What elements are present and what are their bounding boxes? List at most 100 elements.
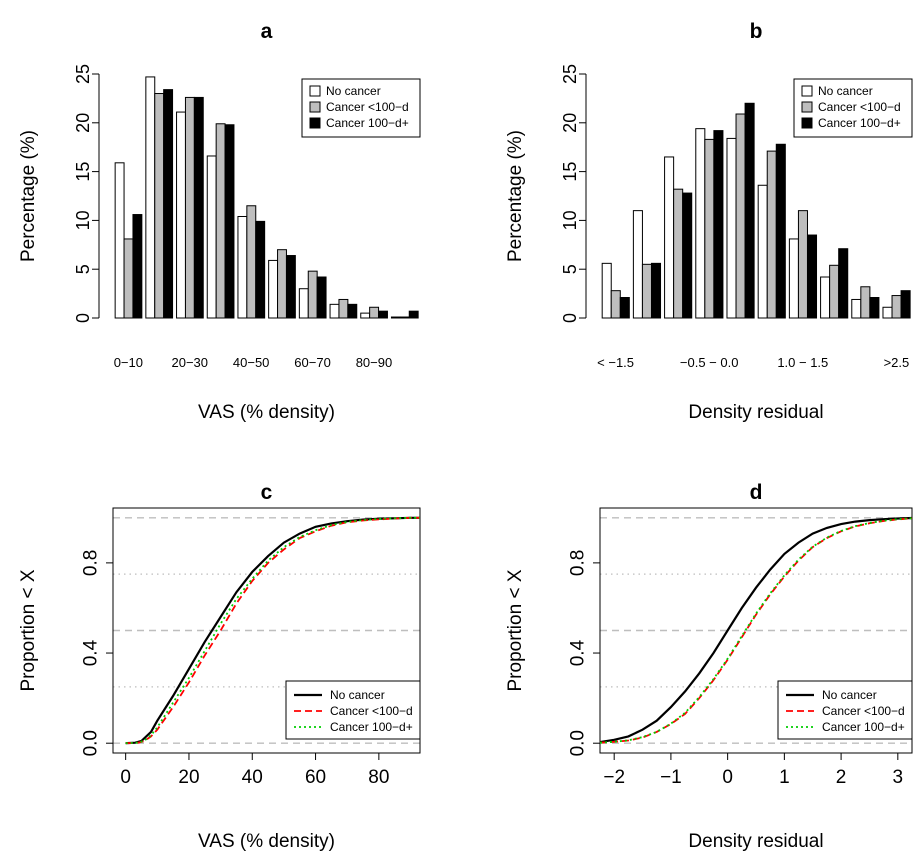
bar xyxy=(704,138,715,319)
bar xyxy=(744,102,755,319)
legend-swatch xyxy=(801,85,813,97)
x-tick-label: 60−70 xyxy=(294,355,331,370)
bar xyxy=(900,290,911,319)
y-tick-label: 20 xyxy=(560,113,580,133)
bar xyxy=(664,156,675,319)
x-tick-label: 40−50 xyxy=(233,355,270,370)
x-tick-label: 20 xyxy=(178,767,199,788)
legend-swatch xyxy=(801,101,813,113)
bar xyxy=(193,96,204,319)
x-tick-label: 80−90 xyxy=(356,355,393,370)
bar xyxy=(277,249,287,319)
series-line xyxy=(599,517,913,744)
bar xyxy=(869,297,880,319)
x-tick-label: −0.5 − 0.0 xyxy=(680,355,739,370)
panel-title: d xyxy=(750,481,763,504)
bar xyxy=(255,220,266,319)
y-axis-label: Percentage (%) xyxy=(505,130,526,262)
x-tick-label: 0−10 xyxy=(114,355,143,370)
bar xyxy=(347,303,358,319)
bar xyxy=(408,310,419,319)
bar xyxy=(268,259,279,319)
bar xyxy=(298,288,309,319)
bar xyxy=(163,89,174,319)
bar xyxy=(806,234,818,319)
bar xyxy=(766,150,777,319)
bar xyxy=(610,290,621,319)
bar xyxy=(237,215,248,319)
bar xyxy=(316,276,327,319)
legend-label: No cancer xyxy=(818,84,873,98)
bar xyxy=(891,295,902,319)
panel-a: a VAS (% density) Percentage (%) 0 5 10 15 20 25… xyxy=(18,20,421,423)
y-tick-label: 20 xyxy=(73,113,93,133)
y-tick-label: 0.4 xyxy=(568,639,589,666)
panel-d: d Density residual Proportion < X −2 −1 0 1 2 3 0… xyxy=(505,481,913,852)
bar xyxy=(145,76,156,319)
legend-label: Cancer 100−d+ xyxy=(818,116,901,130)
x-tick-label: 2 xyxy=(836,767,847,788)
bar xyxy=(224,124,235,319)
legend-label: No cancer xyxy=(822,688,877,702)
bar xyxy=(829,264,840,319)
bar xyxy=(215,123,226,319)
legend-label: Cancer <100−d xyxy=(818,100,901,114)
x-axis-label: Density residual xyxy=(688,402,823,423)
y-tick-label: 0 xyxy=(73,313,93,323)
legend-label: Cancer 100−d+ xyxy=(330,720,413,734)
x-tick-label: 1 xyxy=(779,767,790,788)
legend-swatch xyxy=(309,85,321,97)
bar xyxy=(735,113,746,319)
x-axis-label: VAS (% density) xyxy=(198,831,335,852)
y-tick-label: 0.0 xyxy=(81,730,102,756)
bar xyxy=(154,93,165,319)
legend-box xyxy=(793,78,913,138)
bar xyxy=(399,316,410,319)
legend-swatch xyxy=(309,101,321,113)
legend-label: Cancer <100−d xyxy=(326,100,409,114)
y-axis-label: Percentage (%) xyxy=(18,130,39,262)
panel-title: a xyxy=(261,20,273,43)
plot-frame xyxy=(599,507,913,754)
legend-label: Cancer <100−d xyxy=(822,704,905,718)
legend-swatch xyxy=(309,117,321,129)
legend-box xyxy=(285,680,421,740)
x-tick-label: 0 xyxy=(722,767,733,788)
y-tick-label: 25 xyxy=(560,64,580,84)
bar xyxy=(695,128,706,319)
y-tick-label: 5 xyxy=(560,264,580,274)
bar xyxy=(797,210,808,319)
x-tick-label: 60 xyxy=(305,767,326,788)
series-line xyxy=(125,516,420,745)
bar xyxy=(206,155,217,319)
legend-label: Cancer <100−d xyxy=(330,704,413,718)
legend-label: No cancer xyxy=(326,84,381,98)
bar xyxy=(338,298,349,319)
legend-swatch xyxy=(801,117,813,129)
bar xyxy=(650,262,662,319)
bar xyxy=(882,306,893,319)
bar xyxy=(682,192,693,319)
y-tick-label: 0.0 xyxy=(568,730,589,756)
bar xyxy=(619,297,630,319)
legend-label: Cancer 100−d+ xyxy=(822,720,905,734)
panel-title: b xyxy=(750,20,763,43)
bar xyxy=(838,248,849,319)
x-axis-label: VAS (% density) xyxy=(198,402,335,423)
x-tick-label: −2 xyxy=(603,767,625,788)
y-axis-label: Proportion < X xyxy=(18,569,39,691)
bar xyxy=(378,310,388,319)
bar xyxy=(757,184,768,319)
bar xyxy=(788,238,799,319)
bar xyxy=(860,286,871,319)
series-line xyxy=(125,516,420,745)
legend-box xyxy=(301,78,421,138)
panel-title: c xyxy=(261,481,273,504)
legend-label: Cancer 100−d+ xyxy=(326,116,409,130)
series-line xyxy=(599,516,913,744)
y-tick-label: 25 xyxy=(73,64,93,84)
x-tick-label: 80 xyxy=(368,767,389,788)
bar xyxy=(601,262,612,319)
y-tick-label: 0.4 xyxy=(81,639,102,666)
